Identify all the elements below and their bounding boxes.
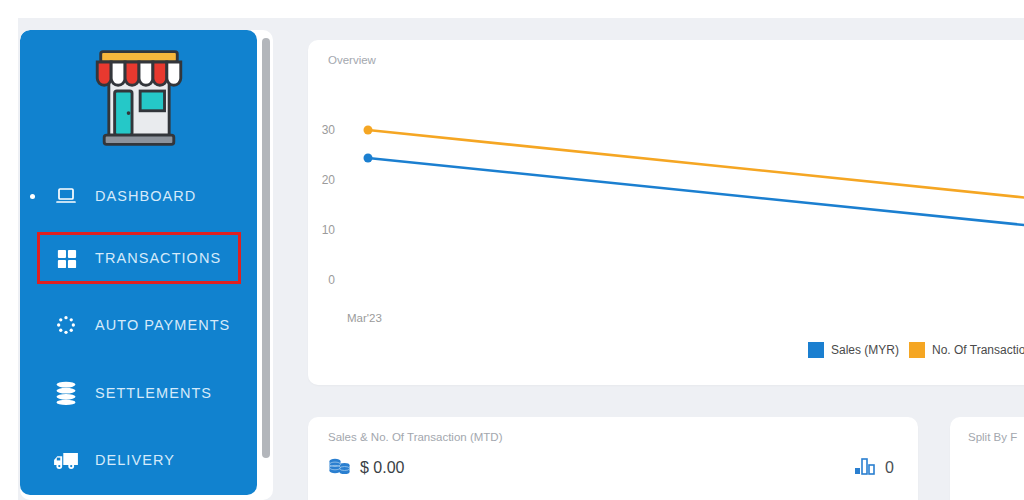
line-chart <box>308 40 1024 385</box>
truck-icon <box>53 447 79 473</box>
legend-label: No. Of Transaction <box>932 343 1024 357</box>
sidebar-item-label: DASHBOARD <box>95 188 196 204</box>
sidebar-item-settlements[interactable]: SETTLEMENTS <box>20 373 257 413</box>
active-bullet <box>30 194 35 199</box>
sidebar-item-label: DELIVERY <box>95 452 175 468</box>
bar-chart-icon <box>853 455 877 481</box>
store-logo-icon <box>20 40 257 160</box>
spinner-icon <box>53 312 79 338</box>
legend-swatch <box>909 342 925 358</box>
legend-item[interactable]: Sales (MYR) <box>808 342 899 358</box>
chart-x-label: Mar'23 <box>347 312 382 324</box>
sidebar-nav: DASHBOARD TRANSACTIONS <box>20 30 257 495</box>
sidebar-item-label: SETTLEMENTS <box>95 385 212 401</box>
legend-swatch <box>808 342 824 358</box>
coins-icon <box>328 455 352 481</box>
sidebar-item-label: AUTO PAYMENTS <box>95 317 230 333</box>
sales-mtd-card: Sales & No. Of Transaction (MTD) $ <box>308 417 918 500</box>
overview-card: Overview 3020100 Mar'23 Sales (MYR)No. O… <box>308 40 1024 385</box>
transaction-count: 0 <box>885 459 894 477</box>
sidebar-item-dashboard[interactable]: DASHBOARD <box>20 176 257 216</box>
database-icon <box>53 380 79 406</box>
legend-item[interactable]: No. Of Transaction <box>909 342 1024 358</box>
chart-legend: Sales (MYR) No. Of Transaction <box>808 342 1024 358</box>
laptop-icon <box>53 183 79 209</box>
split-title: Split By F <box>968 431 1017 443</box>
annotation-highlight-box <box>37 232 241 284</box>
split-card: Split By F <box>950 417 1024 500</box>
sidebar-item-auto-payments[interactable]: AUTO PAYMENTS <box>20 305 257 345</box>
legend-label: Sales (MYR) <box>831 343 899 357</box>
sidebar: DASHBOARD TRANSACTIONS <box>20 30 273 500</box>
sidebar-scrollbar[interactable] <box>262 38 270 458</box>
sales-amount: $ 0.00 <box>360 459 404 477</box>
sales-mtd-title: Sales & No. Of Transaction (MTD) <box>328 431 502 443</box>
sidebar-item-delivery[interactable]: DELIVERY <box>20 440 257 480</box>
